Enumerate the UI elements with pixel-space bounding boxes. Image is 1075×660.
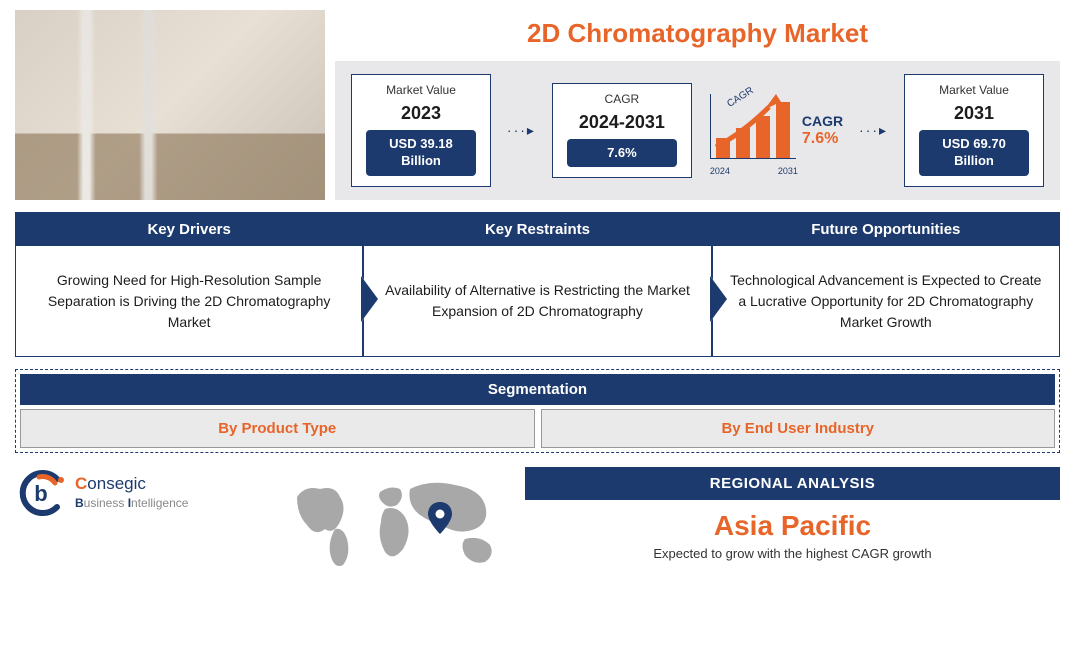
growth-graphic: CAGR 2024 2031 CAGR 7.6% [708,86,843,176]
tri-body: Growing Need for High-Resolution Sample … [16,246,362,356]
key-drivers-box: Key Drivers Growing Need for High-Resolu… [15,212,363,357]
stat-value: USD 69.70 Billion [919,130,1029,176]
tri-header: Key Restraints [364,213,710,246]
logo-mark-icon: b [15,467,67,519]
hero-photo [15,10,325,200]
stat-label: Market Value [939,83,1009,97]
future-opportunities-box: Future Opportunities Technological Advan… [712,212,1060,357]
region-header: REGIONAL ANALYSIS [525,467,1060,500]
stat-box-cagr: CAGR 2024-2031 7.6% [552,83,692,179]
segmentation-panel: Segmentation By Product Type By End User… [15,369,1060,453]
stat-year: 2024-2031 [579,112,665,133]
growth-year-end: 2031 [778,166,798,176]
stat-year: 2023 [401,103,441,124]
stat-label: Market Value [386,83,456,97]
page-title: 2D Chromatography Market [335,10,1060,61]
stat-value: USD 39.18 Billion [366,130,476,176]
growth-year-start: 2024 [710,166,730,176]
segmentation-item: By Product Type [20,409,535,448]
tri-body: Technological Advancement is Expected to… [713,246,1059,356]
tri-header: Future Opportunities [713,213,1059,246]
key-restraints-box: Key Restraints Availability of Alternati… [363,212,711,357]
brand-logo: b Consegic Business Intelligence [15,467,275,519]
dots-arrow-icon: ···▸ [507,122,536,139]
tri-header: Key Drivers [16,213,362,246]
segmentation-header: Segmentation [20,374,1055,405]
region-subtitle: Expected to grow with the highest CAGR g… [525,546,1060,561]
svg-text:b: b [34,481,47,506]
stat-box-2031: Market Value 2031 USD 69.70 Billion [904,74,1044,187]
dots-arrow-icon: ···▸ [859,122,888,139]
tri-body: Availability of Alternative is Restricti… [364,246,710,356]
regional-analysis-panel: REGIONAL ANALYSIS Asia Pacific Expected … [525,467,1060,561]
stat-value: 7.6% [567,139,677,168]
stats-bar: Market Value 2023 USD 39.18 Billion ···▸… [335,61,1060,200]
stat-box-2023: Market Value 2023 USD 39.18 Billion [351,74,491,187]
world-map-icon [285,467,515,577]
cagr-text: CAGR 7.6% [802,113,843,149]
stat-year: 2031 [954,103,994,124]
segmentation-item: By End User Industry [541,409,1056,448]
region-name: Asia Pacific [525,510,1060,542]
stat-label: CAGR [605,92,640,106]
